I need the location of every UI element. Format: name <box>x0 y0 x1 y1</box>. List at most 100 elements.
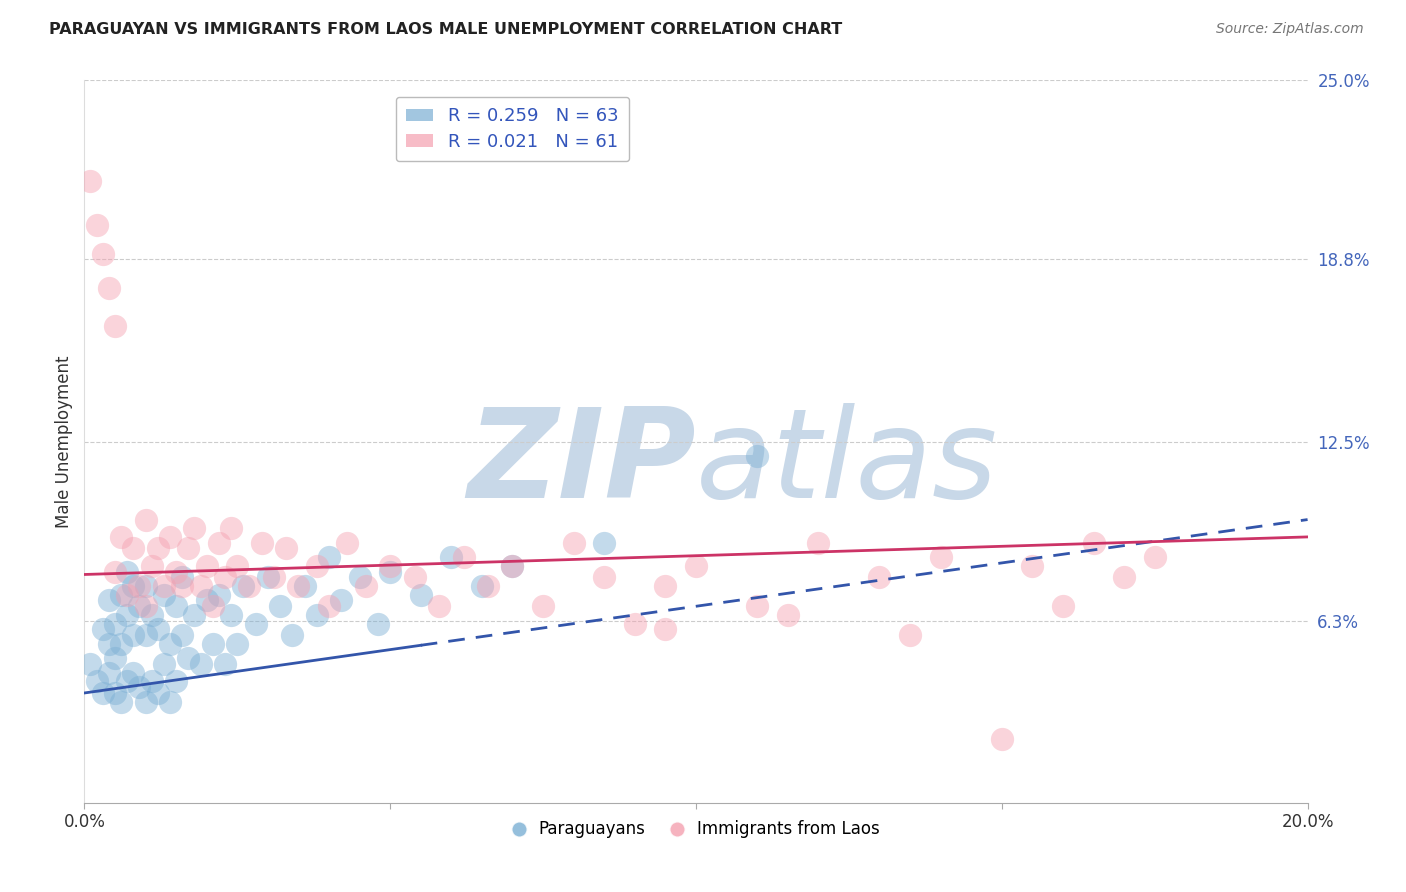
Point <box>593 570 616 584</box>
Point <box>110 530 132 544</box>
Point <box>593 535 616 549</box>
Point <box>747 599 769 614</box>
Point <box>219 607 242 622</box>
Point <box>685 558 707 573</box>
Legend: Paraguayans, Immigrants from Laos: Paraguayans, Immigrants from Laos <box>505 814 887 845</box>
Point <box>294 579 316 593</box>
Point <box>172 570 194 584</box>
Point <box>183 607 205 622</box>
Point <box>135 512 157 526</box>
Point <box>110 637 132 651</box>
Point <box>440 550 463 565</box>
Point <box>427 599 450 614</box>
Point <box>250 535 273 549</box>
Point <box>1114 570 1136 584</box>
Point <box>367 616 389 631</box>
Point <box>104 651 127 665</box>
Point <box>238 579 260 593</box>
Point <box>172 579 194 593</box>
Point <box>135 628 157 642</box>
Point <box>453 550 475 565</box>
Point <box>305 558 328 573</box>
Point <box>122 665 145 680</box>
Point <box>281 628 304 642</box>
Point <box>747 449 769 463</box>
Point <box>97 593 120 607</box>
Point <box>115 565 138 579</box>
Point <box>122 541 145 556</box>
Point <box>991 732 1014 747</box>
Point <box>208 535 231 549</box>
Point <box>869 570 891 584</box>
Point <box>141 674 163 689</box>
Point <box>201 599 224 614</box>
Point <box>79 657 101 671</box>
Point <box>318 599 340 614</box>
Point <box>159 637 181 651</box>
Point <box>336 535 359 549</box>
Point <box>110 588 132 602</box>
Point <box>97 281 120 295</box>
Point <box>141 558 163 573</box>
Point <box>153 657 176 671</box>
Point <box>172 628 194 642</box>
Point <box>165 565 187 579</box>
Point <box>776 607 799 622</box>
Point <box>146 541 169 556</box>
Point <box>214 657 236 671</box>
Point <box>562 535 585 549</box>
Point <box>190 579 212 593</box>
Point <box>190 657 212 671</box>
Point <box>502 558 524 573</box>
Text: Source: ZipAtlas.com: Source: ZipAtlas.com <box>1216 22 1364 37</box>
Point <box>201 637 224 651</box>
Point <box>929 550 952 565</box>
Point <box>135 599 157 614</box>
Point <box>226 558 249 573</box>
Point <box>122 579 145 593</box>
Text: PARAGUAYAN VS IMMIGRANTS FROM LAOS MALE UNEMPLOYMENT CORRELATION CHART: PARAGUAYAN VS IMMIGRANTS FROM LAOS MALE … <box>49 22 842 37</box>
Point <box>86 218 108 232</box>
Point <box>115 674 138 689</box>
Point <box>404 570 426 584</box>
Point <box>349 570 371 584</box>
Point <box>318 550 340 565</box>
Point <box>1021 558 1043 573</box>
Point <box>122 628 145 642</box>
Point <box>153 579 176 593</box>
Point <box>477 579 499 593</box>
Point <box>409 588 432 602</box>
Point <box>226 637 249 651</box>
Point <box>146 623 169 637</box>
Text: ZIP: ZIP <box>467 402 696 524</box>
Point <box>654 579 676 593</box>
Point <box>135 695 157 709</box>
Point <box>177 651 200 665</box>
Point <box>195 593 218 607</box>
Point <box>208 588 231 602</box>
Point <box>269 599 291 614</box>
Point <box>159 530 181 544</box>
Point <box>624 616 647 631</box>
Point <box>502 558 524 573</box>
Point <box>165 674 187 689</box>
Text: atlas: atlas <box>696 402 998 524</box>
Point <box>257 570 280 584</box>
Point <box>654 623 676 637</box>
Point <box>276 541 298 556</box>
Point <box>104 565 127 579</box>
Point <box>1083 535 1105 549</box>
Point <box>91 246 114 260</box>
Point <box>97 665 120 680</box>
Point <box>195 558 218 573</box>
Point <box>219 521 242 535</box>
Point <box>104 686 127 700</box>
Point <box>135 579 157 593</box>
Point <box>214 570 236 584</box>
Y-axis label: Male Unemployment: Male Unemployment <box>55 355 73 528</box>
Point <box>79 174 101 188</box>
Point <box>146 686 169 700</box>
Point <box>1052 599 1074 614</box>
Point <box>115 588 138 602</box>
Point <box>104 318 127 333</box>
